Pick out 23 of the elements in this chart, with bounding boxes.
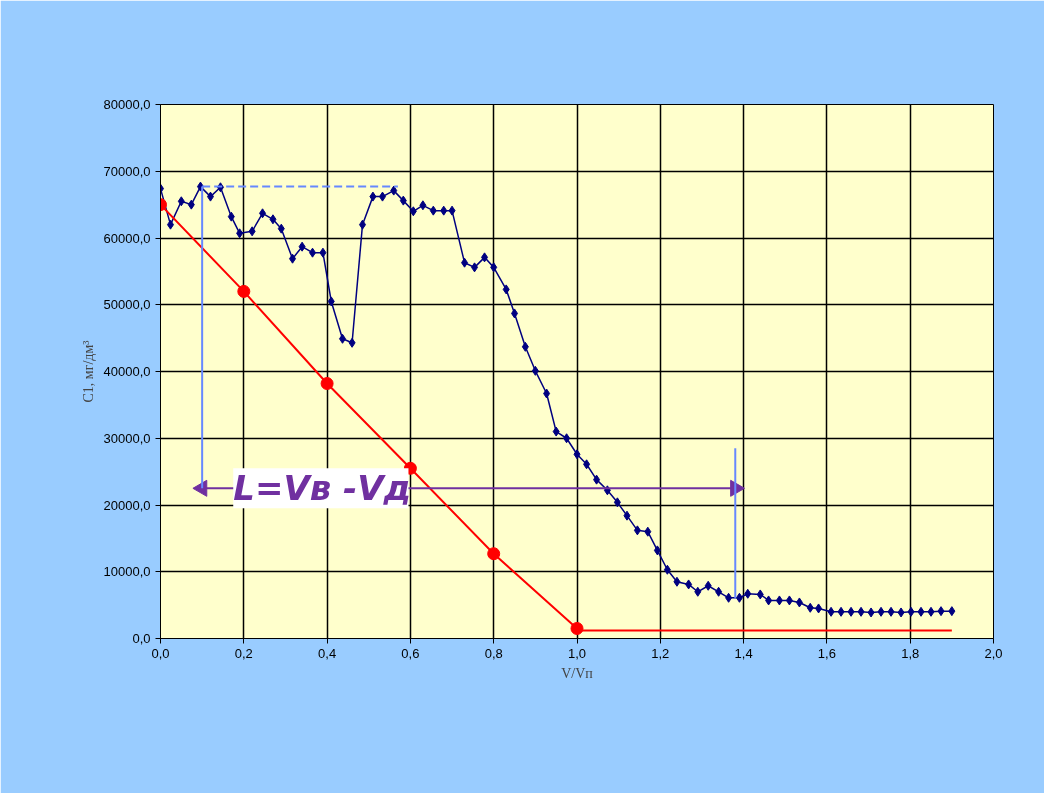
- x-tick-label: 0,4: [318, 645, 337, 661]
- x-tick-label: 0,8: [484, 645, 503, 661]
- y-tick-label: 80000,0: [103, 97, 151, 112]
- y-tick-label: 40000,0: [103, 364, 151, 379]
- x-tick-label: 2,0: [984, 645, 1003, 661]
- y-tick-label: 10000,0: [103, 564, 151, 580]
- x-tick-label: 1,0: [567, 645, 587, 661]
- y-axis-title: C1, мг/дм³: [80, 340, 96, 403]
- x-tick-label: 1,2: [651, 645, 670, 661]
- annotation: L=Vв -Vд: [233, 468, 411, 509]
- x-tick-label: 1,6: [817, 645, 836, 661]
- x-axis-title: V/Vп: [561, 665, 594, 681]
- y-tick-label: 0,0: [132, 631, 151, 646]
- y-tick-label: 30000,0: [103, 430, 151, 446]
- x-tick-label: 0,2: [234, 645, 253, 661]
- x-tick-label: 1,8: [901, 645, 920, 661]
- y-tick-label: 20000,0: [103, 497, 151, 513]
- y-tick-label: 70000,0: [103, 163, 151, 179]
- x-tick-label: 0,0: [151, 645, 170, 661]
- x-tick-label: 0,6: [401, 645, 420, 661]
- y-tick-label: 50000,0: [103, 297, 151, 313]
- y-tick-label: 60000,0: [103, 230, 151, 246]
- x-tick-label: 1,4: [734, 645, 753, 661]
